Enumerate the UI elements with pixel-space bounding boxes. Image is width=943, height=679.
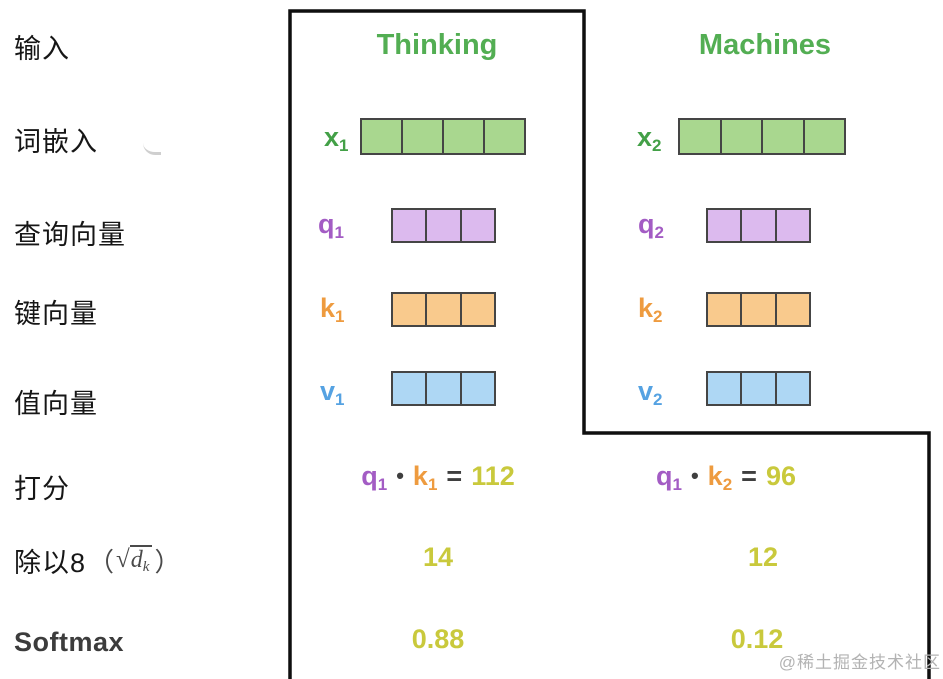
vector-cell [776, 373, 809, 404]
label-embedding: 词嵌入 [14, 127, 98, 157]
score-equation-machines: q1 • k2 = 96 [586, 461, 866, 493]
x1-vector [360, 118, 526, 155]
vector-cell [362, 120, 403, 153]
q2-label: q2 [638, 209, 664, 242]
q2-vector [706, 208, 811, 243]
paren-open: （ [88, 547, 115, 577]
watermark: @稀土掘金技术社区 [778, 653, 941, 672]
dot-operator: • [690, 463, 699, 488]
vector-cell [444, 120, 485, 153]
vector-cell [393, 210, 428, 241]
score2-value: 96 [765, 461, 796, 491]
vector-cell [461, 210, 494, 241]
label-input: 输入 [14, 34, 70, 64]
vector-cell [776, 210, 809, 241]
v2-vector [706, 371, 811, 406]
vector-cell [742, 294, 777, 325]
vector-cell [427, 210, 462, 241]
q1-vector [391, 208, 496, 243]
label-key: 键向量 [14, 299, 98, 329]
score2-q-term: q1 [656, 461, 682, 494]
label-divide-by-8: 除以8 （ √ dk ） [14, 541, 182, 580]
softmax-value-machines: 0.12 [730, 624, 784, 654]
v1-vector [391, 371, 496, 406]
vector-cell [708, 294, 743, 325]
vector-cell [427, 373, 462, 404]
word-title-machines: Machines [698, 29, 832, 61]
vector-cell [403, 120, 444, 153]
divided-value-machines: 12 [747, 542, 779, 572]
vector-cell [461, 294, 494, 325]
vector-cell [427, 294, 462, 325]
k2-vector [706, 292, 811, 327]
k1-label: k1 [320, 293, 345, 326]
vector-cell [763, 120, 805, 153]
x2-label: x2 [637, 122, 662, 155]
score2-k-term: k2 [707, 461, 733, 494]
score-equation-thinking: q1 • k1 = 112 [290, 461, 586, 493]
vector-cell [721, 120, 763, 153]
vector-cell [393, 373, 428, 404]
score1-value: 112 [471, 461, 515, 491]
sqrt-dk-formula: √ dk [116, 545, 153, 576]
vector-cell [708, 373, 743, 404]
label-score: 打分 [14, 474, 70, 504]
dot-operator: • [396, 463, 404, 488]
divided-value-thinking: 14 [422, 542, 454, 572]
vector-cell [708, 210, 743, 241]
v2-label: v2 [638, 376, 663, 409]
vector-cell [804, 120, 844, 153]
vector-cell [461, 373, 494, 404]
label-value: 值向量 [14, 389, 98, 419]
vector-cell [742, 210, 777, 241]
equals-sign: = [446, 461, 463, 491]
vector-cell [393, 294, 428, 325]
k2-label: k2 [638, 293, 663, 326]
vector-cell [742, 373, 777, 404]
label-softmax: Softmax [14, 627, 125, 657]
divide-text: 除以8 [14, 548, 87, 578]
softmax-value-thinking: 0.88 [411, 624, 465, 654]
vector-cell [776, 294, 809, 325]
k1-vector [391, 292, 496, 327]
score1-k-term: k1 [412, 461, 438, 494]
equals-sign: = [741, 461, 757, 491]
vector-cell [485, 120, 524, 153]
smudge-artifact [143, 138, 161, 155]
x2-vector [678, 118, 846, 155]
label-query: 查询向量 [14, 220, 126, 250]
x1-label: x1 [324, 122, 349, 155]
v1-label: v1 [320, 376, 345, 409]
word-title-thinking: Thinking [376, 29, 498, 61]
paren-close: ） [154, 547, 181, 577]
score1-q-term: q1 [361, 461, 388, 494]
vector-cell [680, 120, 722, 153]
q1-label: q1 [318, 209, 344, 242]
